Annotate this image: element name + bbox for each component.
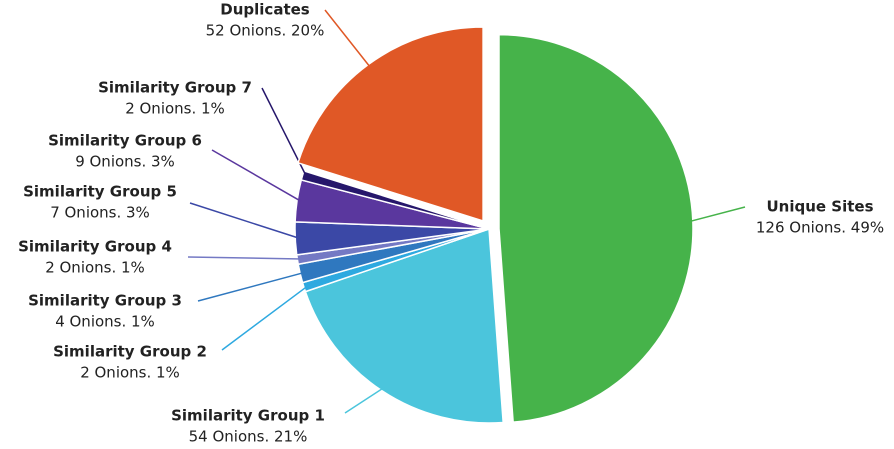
- slice-value-label: 7 Onions. 3%: [50, 204, 150, 222]
- slice-label: Similarity Group 5: [23, 183, 177, 201]
- slice-label: Similarity Group 3: [28, 292, 182, 310]
- callout-line: [324, 9, 372, 69]
- slice-value-label: 9 Onions. 3%: [75, 153, 175, 171]
- slice-label: Unique Sites: [766, 198, 873, 216]
- pie-slice: [498, 33, 694, 423]
- callout-line: [344, 386, 385, 414]
- slice-value-label: 2 Onions. 1%: [80, 364, 180, 382]
- slice-label: Similarity Group 2: [53, 343, 207, 361]
- slice-value-label: 4 Onions. 1%: [55, 313, 155, 331]
- callout-line: [187, 256, 302, 260]
- slice-label: Similarity Group 7: [98, 79, 252, 97]
- slice-label: Similarity Group 6: [48, 132, 202, 150]
- callout-line: [211, 149, 302, 202]
- slice-value-label: 2 Onions. 1%: [45, 259, 145, 277]
- pie-slice: [304, 227, 504, 424]
- callout-line: [197, 271, 305, 302]
- slice-label: Similarity Group 4: [18, 238, 172, 256]
- callout-line: [688, 206, 746, 223]
- slice-label: Duplicates: [220, 1, 310, 19]
- callout-line: [189, 202, 300, 239]
- slice-value-label: 52 Onions. 20%: [206, 22, 325, 40]
- slice-value-label: 126 Onions. 49%: [756, 219, 884, 237]
- slice-value-label: 2 Onions. 1%: [125, 100, 225, 118]
- callout-line: [221, 285, 309, 351]
- slice-value-label: 54 Onions. 21%: [189, 428, 308, 446]
- slice-label: Similarity Group 1: [171, 407, 325, 425]
